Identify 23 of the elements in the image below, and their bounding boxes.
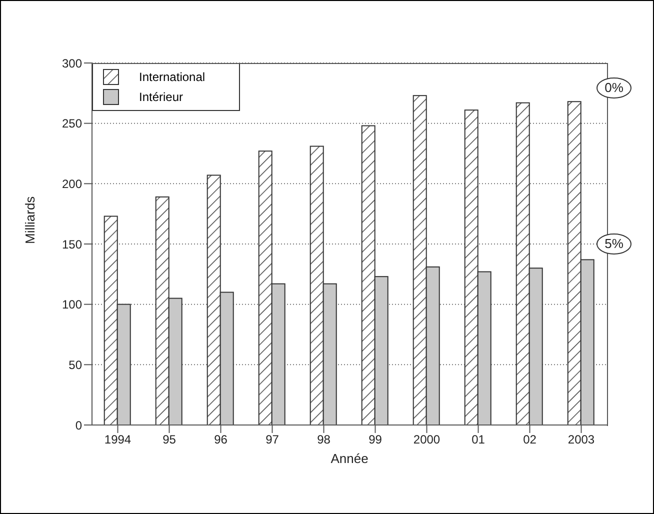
y-tick-label: 50 bbox=[68, 358, 82, 372]
y-tick-label: 200 bbox=[62, 176, 82, 191]
annotation: 0% bbox=[604, 80, 624, 96]
y-tick-label: 100 bbox=[62, 298, 82, 312]
y-tick-label: 150 bbox=[62, 237, 82, 252]
x-tick-label: 1994 bbox=[104, 432, 132, 447]
x-tick-label: 96 bbox=[214, 432, 228, 447]
y-tick-label: 300 bbox=[62, 56, 82, 70]
annotation: 5% bbox=[604, 236, 624, 251]
legend-label: International bbox=[139, 70, 206, 84]
x-tick-label: 2003 bbox=[568, 432, 595, 447]
x-tick-label: 98 bbox=[317, 432, 331, 447]
y-tick-label: 250 bbox=[62, 116, 82, 131]
x-tick-label: 01 bbox=[472, 432, 486, 447]
x-tick-label: 95 bbox=[162, 432, 176, 447]
x-axis-title: Année bbox=[330, 451, 368, 466]
y-tick-label: 0 bbox=[75, 418, 82, 432]
x-tick-label: 02 bbox=[523, 432, 537, 447]
legend-label: Intérieur bbox=[139, 90, 184, 104]
x-tick-label: 2000 bbox=[413, 432, 440, 447]
y-axis-title: Milliards bbox=[22, 196, 38, 244]
x-tick-label: 99 bbox=[368, 432, 382, 447]
x-tick-label: 97 bbox=[266, 432, 280, 447]
